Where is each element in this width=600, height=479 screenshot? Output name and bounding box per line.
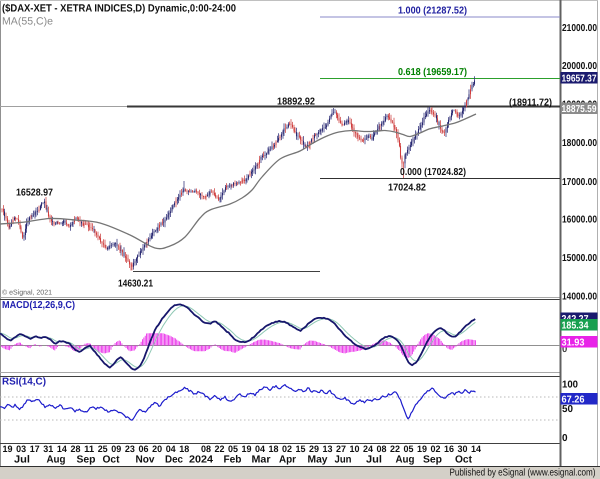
svg-text:13: 13 (323, 444, 333, 454)
svg-text:Jul: Jul (14, 455, 30, 466)
svg-text:14: 14 (471, 444, 482, 454)
svg-text:1.000 (21287.52): 1.000 (21287.52) (398, 6, 467, 17)
svg-text:16: 16 (444, 444, 454, 454)
svg-text:Oct: Oct (103, 455, 121, 466)
svg-text:19: 19 (3, 444, 13, 454)
svg-text:04: 04 (255, 444, 266, 454)
svg-text:Aug: Aug (47, 455, 66, 466)
svg-text:MA(55,C)e: MA(55,C)e (2, 16, 53, 28)
svg-text:18875.59: 18875.59 (562, 104, 597, 115)
svg-text:18: 18 (269, 444, 279, 454)
svg-text:185.34: 185.34 (562, 321, 589, 332)
svg-text:Published by eSignal (www.esig: Published by eSignal (www.esignal.com) (450, 468, 596, 479)
svg-text:Sep: Sep (77, 455, 96, 466)
svg-text:21000.00: 21000.00 (562, 23, 597, 34)
svg-text:22: 22 (215, 444, 225, 454)
svg-text:2024: 2024 (189, 455, 213, 466)
svg-text:0: 0 (562, 433, 568, 444)
svg-text:20: 20 (152, 444, 162, 454)
svg-text:14000.00: 14000.00 (562, 291, 597, 302)
svg-text:31: 31 (43, 444, 53, 454)
svg-text:02: 02 (431, 444, 441, 454)
svg-text:Jun: Jun (335, 455, 352, 466)
svg-text:Jul: Jul (366, 455, 382, 466)
svg-text:30: 30 (458, 444, 468, 454)
svg-text:18: 18 (179, 444, 189, 454)
svg-text:08: 08 (377, 444, 387, 454)
svg-text:15000.00: 15000.00 (562, 253, 597, 264)
svg-text:Nov: Nov (136, 455, 155, 466)
svg-text:15: 15 (296, 444, 306, 454)
svg-text:18892.92: 18892.92 (277, 96, 315, 107)
svg-text:© eSignal, 2021: © eSignal, 2021 (2, 289, 52, 297)
svg-text:17000.00: 17000.00 (562, 177, 597, 188)
svg-text:0.000 (17024.82): 0.000 (17024.82) (400, 167, 466, 178)
svg-text:Sep: Sep (423, 455, 442, 466)
svg-text:14630.21: 14630.21 (118, 279, 153, 290)
svg-text:22: 22 (390, 444, 400, 454)
svg-text:23: 23 (125, 444, 135, 454)
svg-text:100: 100 (562, 380, 578, 391)
svg-text:MACD(12,26,9,C): MACD(12,26,9,C) (2, 300, 75, 311)
svg-text:04: 04 (166, 444, 177, 454)
svg-text:24: 24 (363, 444, 374, 454)
svg-text:19: 19 (417, 444, 427, 454)
svg-text:03: 03 (16, 444, 26, 454)
svg-text:10: 10 (350, 444, 360, 454)
svg-text:18000.00: 18000.00 (562, 138, 597, 149)
svg-text:(18911.72): (18911.72) (509, 98, 552, 109)
svg-text:19: 19 (242, 444, 252, 454)
svg-text:May: May (308, 455, 328, 466)
svg-text:0: 0 (562, 344, 567, 355)
svg-text:05: 05 (228, 444, 238, 454)
svg-text:16528.97: 16528.97 (16, 188, 53, 199)
svg-text:0.618 (19659.17): 0.618 (19659.17) (398, 67, 467, 78)
svg-text:05: 05 (404, 444, 414, 454)
svg-text:Aug: Aug (396, 455, 415, 466)
svg-text:14: 14 (57, 444, 68, 454)
svg-text:($DAX-XET - XETRA INDICES,D) D: ($DAX-XET - XETRA INDICES,D) Dynamic,0:0… (2, 3, 236, 15)
svg-text:67.26: 67.26 (562, 395, 585, 406)
svg-text:29: 29 (309, 444, 319, 454)
svg-text:08: 08 (201, 444, 211, 454)
svg-text:Mar: Mar (252, 455, 271, 466)
svg-text:06: 06 (139, 444, 149, 454)
svg-text:17: 17 (30, 444, 40, 454)
svg-text:19657.37: 19657.37 (562, 74, 597, 85)
svg-text:25: 25 (98, 444, 108, 454)
svg-text:Oct: Oct (455, 455, 473, 466)
svg-text:50: 50 (562, 404, 573, 415)
svg-text:16000.00: 16000.00 (562, 215, 597, 226)
svg-text:27: 27 (336, 444, 346, 454)
svg-text:Apr: Apr (279, 455, 296, 466)
svg-text:Feb: Feb (224, 455, 242, 466)
svg-text:RSI(14,C): RSI(14,C) (2, 377, 46, 388)
svg-text:09: 09 (111, 444, 121, 454)
svg-text:31.93: 31.93 (562, 338, 585, 349)
svg-text:Dec: Dec (165, 455, 183, 466)
svg-text:17024.82: 17024.82 (388, 183, 426, 194)
svg-text:02: 02 (282, 444, 292, 454)
svg-text:20000.00: 20000.00 (562, 61, 597, 72)
svg-text:28: 28 (71, 444, 81, 454)
svg-text:11: 11 (84, 444, 94, 454)
